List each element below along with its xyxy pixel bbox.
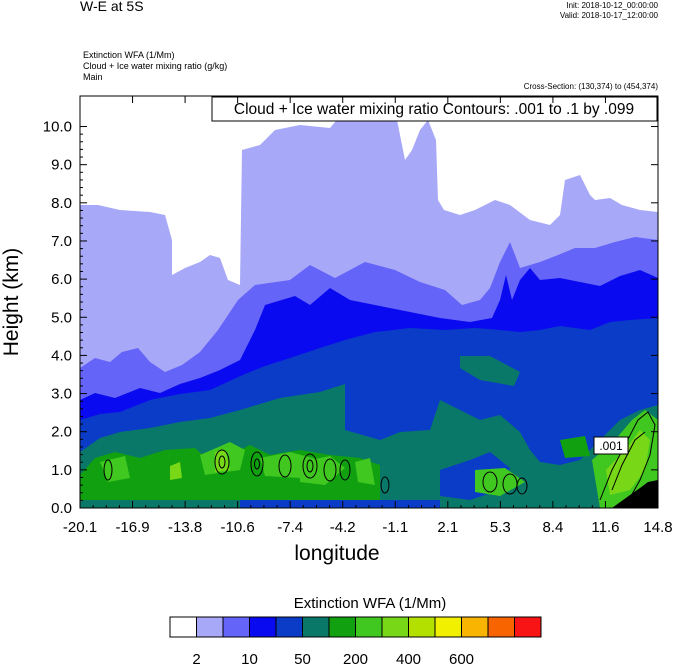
x-tick-label: 2.1 bbox=[437, 519, 458, 536]
colorbar-swatch bbox=[302, 616, 330, 638]
colorbar-swatch bbox=[434, 616, 462, 638]
x-tick-label: 14.8 bbox=[643, 519, 672, 536]
colorbar-swatch bbox=[487, 616, 515, 638]
colorbar-swatch bbox=[461, 616, 489, 638]
contour-label: .001 bbox=[599, 439, 623, 453]
x-tick-label: 8.4 bbox=[542, 519, 563, 536]
x-tick-label: -4.2 bbox=[330, 519, 356, 536]
y-tick-label: 4.0 bbox=[51, 347, 72, 364]
y-axis-label: Height (km) bbox=[0, 248, 23, 357]
colorbar-swatch bbox=[169, 616, 197, 638]
heatmap-field bbox=[80, 96, 658, 508]
contour-annotation-box bbox=[211, 96, 658, 122]
x-tick-label: -16.9 bbox=[115, 519, 149, 536]
field-label-mixing-ratio: Cloud + Ice water mixing ratio (g/kg) bbox=[83, 61, 228, 71]
x-tick-label: -13.8 bbox=[168, 519, 202, 536]
y-tick-label: 2.0 bbox=[51, 424, 72, 441]
colorbar-label: 2 bbox=[192, 651, 200, 667]
colorbar-label: 600 bbox=[449, 651, 474, 667]
y-tick-label: 6.0 bbox=[51, 271, 72, 288]
colorbar-swatch bbox=[275, 616, 303, 638]
init-time: Init: 2018-10-12_00:00:00 bbox=[566, 1, 658, 10]
y-tick-label: 10.0 bbox=[43, 119, 72, 136]
plot-title: W-E at 5S bbox=[80, 0, 144, 14]
y-tick-label: 5.0 bbox=[51, 309, 72, 326]
colorbar-swatch bbox=[355, 616, 383, 638]
y-tick-label: 7.0 bbox=[51, 233, 72, 250]
x-axis-label: longitude bbox=[294, 542, 380, 565]
y-tick-label: 9.0 bbox=[51, 157, 72, 174]
colorbar-title: Extinction WFA (1/Mm) bbox=[293, 595, 447, 612]
colorbar-swatch bbox=[328, 616, 356, 638]
field-label-main: Main bbox=[83, 72, 103, 82]
colorbar-swatch bbox=[249, 616, 277, 638]
x-tick-label: 11.6 bbox=[591, 519, 619, 536]
x-tick-label: -1.1 bbox=[382, 519, 408, 536]
cross-section-label: Cross-Section: (130,374) to (454,374) bbox=[523, 82, 658, 91]
colorbar-swatch bbox=[408, 616, 436, 638]
x-tick-label: -10.6 bbox=[221, 519, 255, 536]
colorbar-swatch bbox=[381, 616, 409, 638]
colorbar-label: 200 bbox=[343, 651, 368, 667]
colorbar-swatch bbox=[514, 616, 542, 638]
y-tick-label: 3.0 bbox=[51, 386, 72, 403]
contour-annotation: Cloud + Ice water mixing ratio Contours:… bbox=[234, 101, 634, 118]
colorbar-label: 400 bbox=[396, 651, 421, 667]
x-tick-label: -7.4 bbox=[277, 519, 303, 536]
y-tick-label: 1.0 bbox=[51, 462, 72, 479]
y-axis: 0.0 1.0 2.0 3.0 4.0 5.0 6.0 7.0 8.0 9.0 10.0 bbox=[43, 119, 658, 517]
x-tick-label: 5.3 bbox=[490, 519, 511, 536]
y-tick-label: 8.0 bbox=[51, 195, 72, 212]
colorbar: 2 10 50 200 400 600 bbox=[169, 616, 542, 667]
colorbar-swatch bbox=[196, 616, 224, 638]
y-tick-label: 0.0 bbox=[51, 500, 72, 517]
contour-lines bbox=[103, 411, 656, 501]
valid-time: Valid: 2018-10-17_12:00:00 bbox=[559, 11, 658, 20]
contour-label-box bbox=[593, 436, 629, 455]
x-axis: -20.1 -16.9 -13.8 -10.6 -7.4 -4.2 -1.1 2.1 5.3 8.… bbox=[63, 96, 673, 536]
field-label-extinction: Extinction WFA (1/Mm) bbox=[83, 50, 175, 60]
colorbar-label: 50 bbox=[294, 651, 311, 667]
colorbar-label: 10 bbox=[241, 651, 258, 667]
colorbar-swatch bbox=[222, 616, 250, 638]
x-tick-label: -20.1 bbox=[63, 519, 97, 536]
